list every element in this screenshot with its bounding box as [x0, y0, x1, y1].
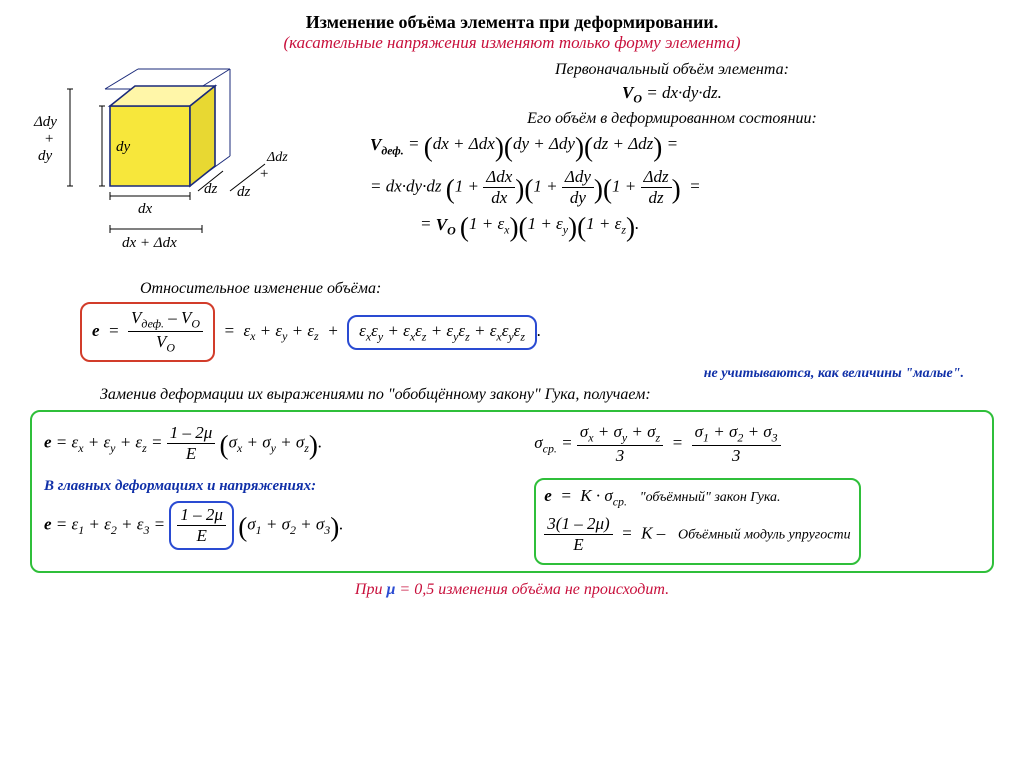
svg-text:dx + Δdx: dx + Δdx — [122, 235, 177, 251]
e-expansion: e = Vдеф. – VOVO = εx + εy + εz + εxεy +… — [80, 302, 994, 362]
bulk-law-box: e = K · σср. "объёмный" закон Гука. 3(1 … — [534, 478, 860, 564]
orig-volume-label: Первоначальный объём элемента: — [350, 61, 994, 79]
hooke-substitution-label: Заменив деформации их выражениями по "об… — [100, 386, 994, 404]
sigma-cp: σср. = σx + σy + σz3 = σ1 + σ2 + σ33 — [534, 422, 980, 466]
footer-note: При μ = 0,5 изменения объёма не происход… — [30, 581, 994, 599]
svg-text:+: + — [44, 131, 54, 147]
svg-text:dz: dz — [237, 184, 251, 200]
vdef-eq-line3: = VO (1 + εx)(1 + εy)(1 + εz). — [420, 212, 994, 243]
principal-label: В главных деформациях и напряжениях: — [44, 478, 534, 495]
green-result-box: e = εx + εy + εz = 1 – 2μE (σx + σy + σz… — [30, 410, 994, 573]
svg-text:+: + — [259, 166, 269, 182]
rel-change-label: Относительное изменение объёма: — [140, 280, 994, 298]
vdef-eq-line1: Vдеф. = (dx + Δdx)(dy + Δdy)(dz + Δdz) = — [370, 132, 994, 163]
e-hooke-xyz: e = εx + εy + εz = 1 – 2μE (σx + σy + σz… — [44, 423, 534, 464]
svg-text:dz: dz — [204, 181, 218, 197]
svg-text:dy: dy — [116, 139, 131, 155]
page-subtitle: (касательные напряжения изменяют только … — [30, 33, 994, 53]
svg-text:dy: dy — [38, 148, 53, 164]
cube-figure: dy Δdy + dy dx dx + Δdx — [30, 61, 330, 276]
svg-text:Δdy: Δdy — [33, 114, 57, 130]
v0-equation: VO = dx·dy·dz. — [350, 83, 994, 106]
e-hooke-123: e = ε1 + ε2 + ε3 = 1 – 2μE (σ1 + σ2 + σ3… — [44, 501, 534, 550]
def-volume-label: Его объём в деформированном состоянии: — [350, 110, 994, 128]
vdef-eq-line2: = dx·dy·dz (1 + Δdxdx)(1 + Δdydy)(1 + Δd… — [370, 167, 994, 208]
page-title: Изменение объёма элемента при деформиров… — [30, 12, 994, 33]
small-terms-note: не учитываются, как величины "малые". — [30, 366, 964, 382]
svg-text:Δdz: Δdz — [266, 150, 288, 165]
svg-text:dx: dx — [138, 201, 153, 217]
